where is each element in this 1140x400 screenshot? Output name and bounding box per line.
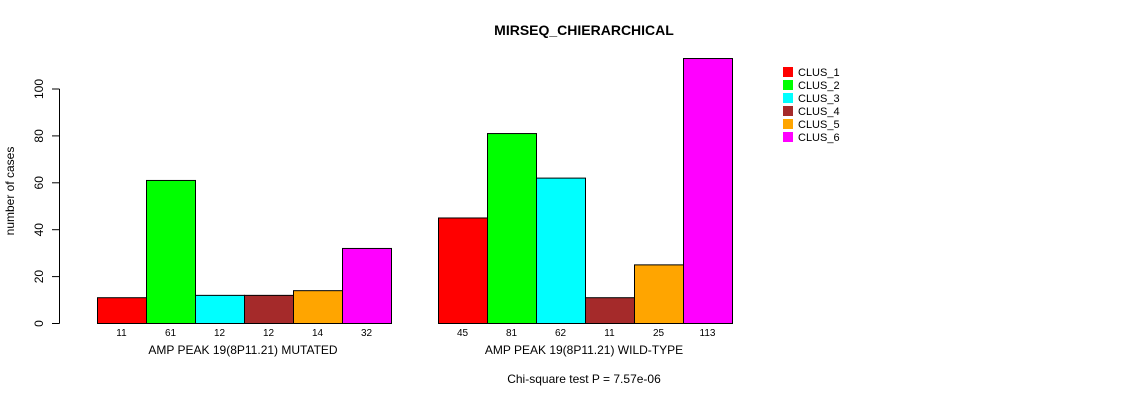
bar-value-label: 113	[700, 328, 716, 339]
legend-label: CLUS_1	[798, 67, 840, 79]
legend-swatch	[783, 119, 793, 129]
bar-value-label: 45	[457, 328, 469, 339]
y-tick-label: 60	[32, 176, 46, 190]
bar-value-label: 11	[604, 328, 615, 339]
bar	[293, 290, 343, 325]
bar	[438, 217, 488, 325]
bar	[487, 133, 537, 324]
legend-swatch	[783, 67, 793, 77]
bar-value-label: 14	[312, 328, 324, 339]
bar-value-label: 61	[165, 328, 177, 339]
bar	[536, 177, 586, 324]
group-label-wild-type: AMP PEAK 19(8P11.21) WILD-TYPE	[485, 343, 683, 357]
bar-value-label: 12	[214, 328, 226, 339]
bar	[195, 294, 245, 324]
y-tick-label: 80	[32, 129, 46, 143]
bar-value-label: 81	[506, 328, 518, 339]
legend-label: CLUS_5	[798, 119, 840, 131]
legend-swatch	[783, 93, 793, 103]
y-tick-label: 40	[32, 223, 46, 237]
y-axis: 0 20 40 60 80 100	[32, 79, 60, 327]
legend-swatch	[783, 132, 793, 142]
bar-value-label: 25	[653, 328, 665, 339]
chart-title: MIRSEQ_CHIERARCHICAL	[494, 22, 674, 38]
legend-label: CLUS_3	[798, 93, 840, 105]
bar	[97, 297, 147, 324]
bar-value-label: 62	[555, 328, 567, 339]
y-axis-label: number of cases	[3, 147, 17, 236]
legend-label: CLUS_2	[798, 80, 840, 92]
legend-label: CLUS_6	[798, 132, 840, 144]
y-tick-label: 20	[32, 270, 46, 284]
bar	[146, 179, 196, 324]
bar	[634, 264, 684, 324]
legend-label: CLUS_4	[798, 106, 840, 118]
legend-swatch	[783, 80, 793, 90]
bar	[683, 58, 733, 324]
legend-swatch	[783, 106, 793, 116]
y-tick-label: 100	[32, 79, 46, 99]
bar-value-label: 12	[263, 328, 275, 339]
bar	[585, 297, 635, 324]
bar-value-label: 11	[116, 328, 127, 339]
chi-square-footnote: Chi-square test P = 7.57e-06	[507, 372, 661, 386]
bars: 11 61 12 12 14 32 45 81 62 11 25 113	[97, 58, 733, 339]
group-label-mutated: AMP PEAK 19(8P11.21) MUTATED	[148, 343, 338, 357]
bar	[342, 247, 392, 325]
bar-value-label: 32	[361, 328, 373, 339]
y-tick-label: 0	[32, 320, 46, 327]
bar	[244, 294, 294, 324]
